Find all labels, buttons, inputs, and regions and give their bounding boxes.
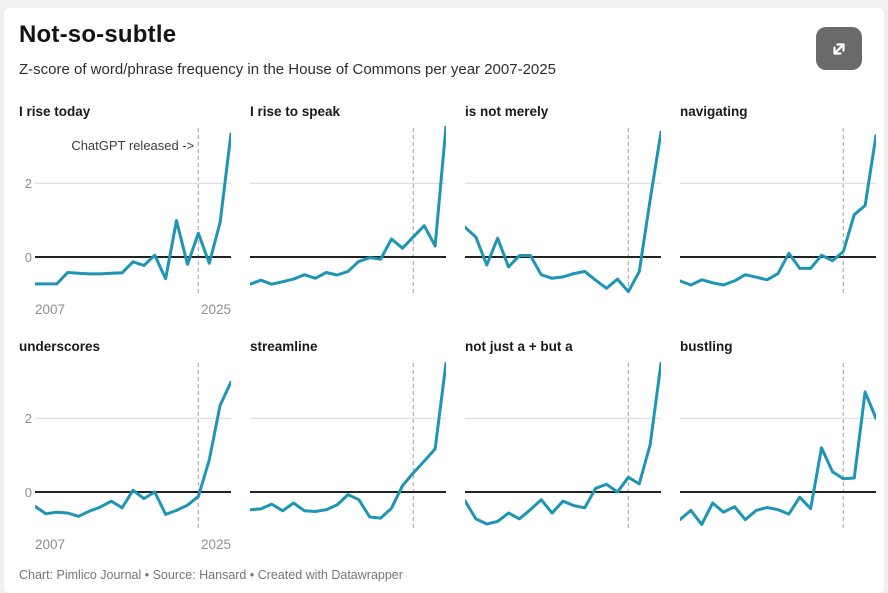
sparkline-plot bbox=[250, 361, 446, 531]
data-line bbox=[35, 134, 231, 284]
expand-button[interactable] bbox=[816, 27, 862, 70]
chart-title: navigating bbox=[680, 104, 748, 119]
y-axis-tick-label: 2 bbox=[24, 411, 32, 426]
data-line bbox=[250, 363, 446, 518]
sparkline-plot bbox=[250, 126, 446, 296]
page-title: Not-so-subtle bbox=[19, 21, 177, 48]
y-axis-tick-label: 2 bbox=[24, 176, 32, 191]
chart-footer-credit: Chart: Pimlico Journal • Source: Hansard… bbox=[19, 568, 403, 582]
expand-diagonal-arrows-icon bbox=[827, 37, 851, 61]
chart-cell: streamline20072025 bbox=[250, 338, 446, 553]
sparkline-plot bbox=[465, 361, 661, 531]
chart-title: I rise today bbox=[19, 104, 91, 119]
chart-cell: is not merely20072025 bbox=[465, 103, 661, 318]
x-axis-tick-label: 2025 bbox=[200, 537, 231, 552]
chart-title: not just a + but a bbox=[465, 339, 573, 354]
chart-subtitle: Z-score of word/phrase frequency in the … bbox=[19, 61, 556, 78]
chart-title: underscores bbox=[19, 339, 101, 354]
x-axis-tick-label: 2007 bbox=[35, 302, 66, 317]
chart-cell: underscores 2 0 2007 2025 bbox=[19, 338, 231, 553]
y-axis-tick-label: 0 bbox=[24, 250, 32, 265]
data-line bbox=[35, 382, 231, 516]
data-line bbox=[680, 392, 876, 525]
chart-title: streamline bbox=[250, 339, 318, 354]
sparkline-plot bbox=[680, 361, 876, 531]
sparkline-plot: ChatGPT released -> bbox=[35, 126, 231, 296]
data-line bbox=[465, 132, 661, 292]
data-line bbox=[465, 363, 661, 524]
chart-card: Not-so-subtle Z-score of word/phrase fre… bbox=[4, 8, 884, 593]
data-line bbox=[680, 136, 876, 285]
chart-title: bustling bbox=[680, 339, 733, 354]
x-axis-tick-label: 2007 bbox=[35, 537, 66, 552]
chart-cell: not just a + but a20072025 bbox=[465, 338, 661, 553]
chart-cell: navigating20072025 bbox=[680, 103, 876, 318]
sparkline-plot bbox=[465, 126, 661, 296]
chart-cell: bustling20072025 bbox=[680, 338, 876, 553]
sparkline-plot bbox=[35, 361, 231, 531]
chart-cell: I rise today 2 0 ChatGPT released -> 2007 202… bbox=[19, 103, 231, 318]
chatgpt-released-annotation: ChatGPT released -> bbox=[71, 138, 195, 153]
chart-title: I rise to speak bbox=[250, 104, 341, 119]
chart-title: is not merely bbox=[465, 104, 549, 119]
y-axis-tick-label: 0 bbox=[24, 485, 32, 500]
x-axis-tick-label: 2025 bbox=[200, 302, 231, 317]
chart-cell: I rise to speak20072025 bbox=[250, 103, 446, 318]
x-axis-labels: 2007 2025 bbox=[35, 302, 231, 318]
data-line bbox=[250, 126, 446, 284]
x-axis-labels: 2007 2025 bbox=[35, 537, 231, 553]
small-multiples-grid: I rise today 2 0 ChatGPT released -> 2007 202… bbox=[19, 103, 876, 553]
sparkline-plot bbox=[680, 126, 876, 296]
